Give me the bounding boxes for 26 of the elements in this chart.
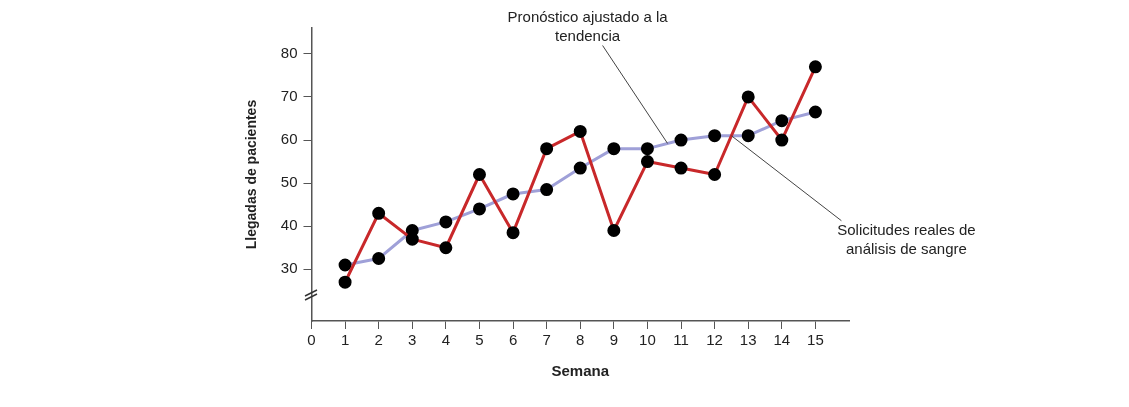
y-tick-label: 40 [280,216,298,234]
y-tick-label: 80 [280,43,298,61]
x-tick-label: 5 [475,331,484,349]
x-tick-label: 12 [706,331,723,349]
y-tick-label: 50 [280,173,298,191]
x-tick-label: 2 [374,331,383,349]
x-tick-label: 15 [807,331,824,349]
x-tick-label: 9 [609,331,619,349]
x-tick-label: 0 [307,331,316,349]
x-tick-label: 10 [639,331,656,349]
y-tick-label: 30 [280,259,298,277]
x-tick-label: 1 [340,331,350,349]
y-tick-label: 70 [280,87,298,105]
x-tick-label: 14 [773,331,791,349]
text: Solicitudes reales de análisis de sangre [837,220,976,257]
y-tick-label: 60 [280,130,298,148]
x-tick-label: 7 [542,331,551,349]
x-tick-label: 4 [441,331,451,349]
x-tick-label: 6 [508,331,518,349]
y-axis-title: Llegadas de pacientes [243,99,260,250]
x-axis-title: Semana [551,362,610,380]
text: Pronóstico ajustado a la tendencia [507,7,669,44]
x-tick-label: 13 [739,331,757,349]
x-tick-label: 3 [408,331,417,349]
x-tick-label: 11 [673,331,689,349]
x-tick-label: 8 [576,331,585,349]
